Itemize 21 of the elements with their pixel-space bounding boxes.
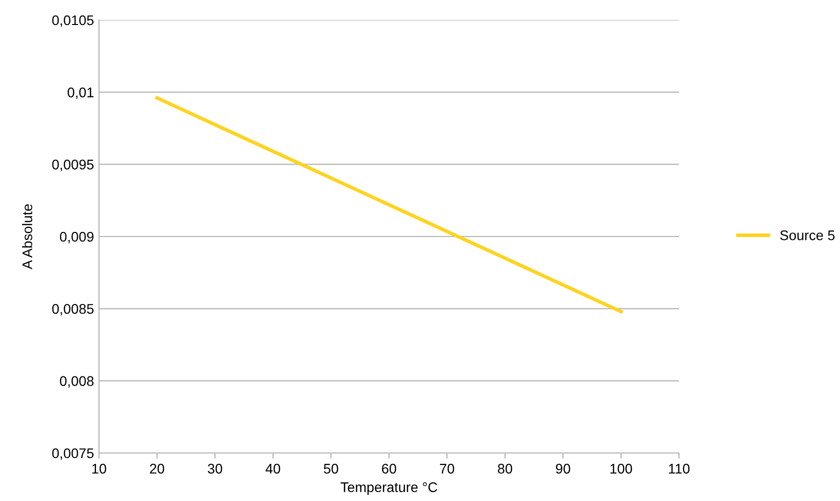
- x-tick-label: 60: [382, 464, 396, 474]
- x-tick-label: 110: [668, 464, 690, 474]
- x-tick-label: 50: [324, 464, 338, 474]
- x-tick-label: 20: [150, 464, 164, 474]
- y-tick-label: 0,0095: [52, 160, 94, 172]
- x-tick-label: 30: [208, 464, 222, 474]
- x-tick-label: 80: [498, 464, 512, 474]
- y-tick-label: 0,01: [68, 88, 94, 99]
- y-tick-label: 0,009: [60, 232, 94, 244]
- x-tick-label: 90: [556, 464, 570, 474]
- x-tick-label: 40: [266, 464, 280, 474]
- legend-label: Source 5: [780, 230, 835, 240]
- y-axis-title: A Absolute: [22, 204, 32, 270]
- x-tick-label: 100: [610, 464, 632, 474]
- x-tick-label: 10: [92, 464, 106, 474]
- y-tick-label: 0,0075: [52, 448, 94, 460]
- y-tick-label: 0,0085: [52, 304, 94, 316]
- y-tick-label: 0,008: [60, 376, 94, 388]
- x-tick-label: 70: [440, 464, 454, 474]
- x-axis-title: Temperature °C: [340, 482, 438, 495]
- y-tick-label: 0,0105: [52, 15, 94, 27]
